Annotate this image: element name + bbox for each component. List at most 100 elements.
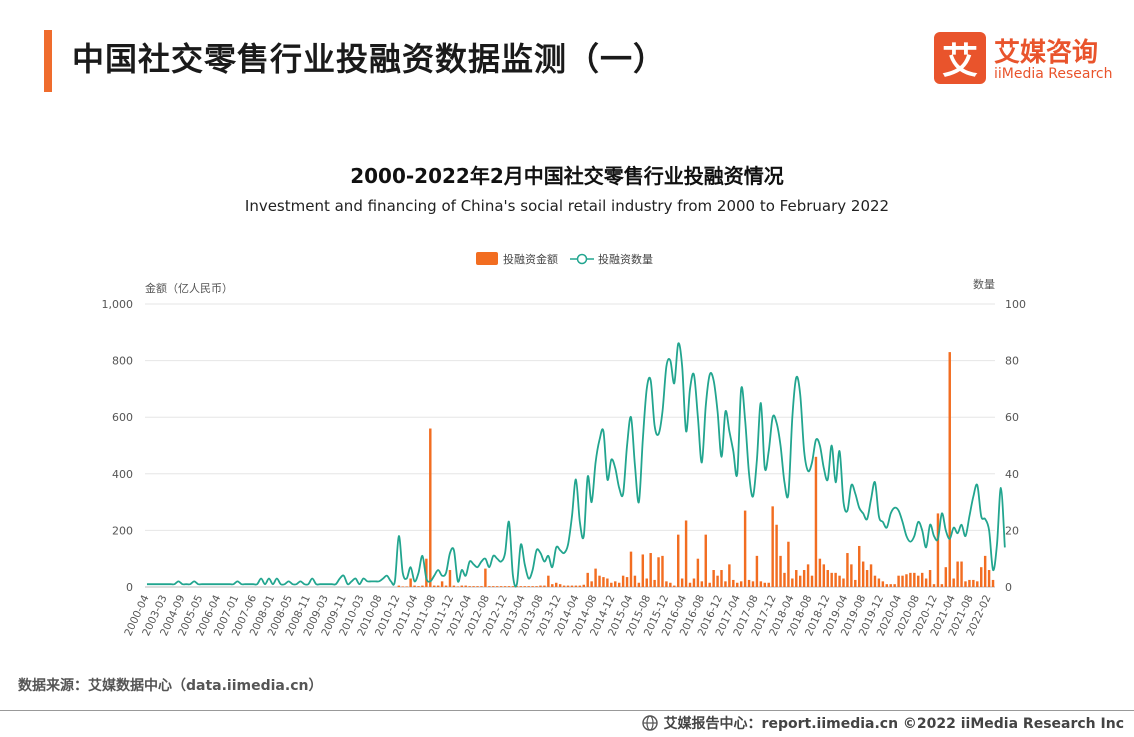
bar bbox=[798, 575, 802, 587]
bar bbox=[425, 558, 428, 587]
bar bbox=[936, 513, 940, 587]
bar bbox=[987, 570, 991, 587]
bar bbox=[858, 545, 861, 587]
bar bbox=[692, 578, 696, 587]
bar bbox=[555, 582, 558, 587]
bar bbox=[511, 586, 515, 587]
bar bbox=[739, 581, 743, 587]
bar bbox=[507, 586, 511, 587]
chart-subtitle: Investment and financing of China's soci… bbox=[244, 197, 890, 215]
bar bbox=[736, 582, 739, 587]
bar bbox=[854, 579, 857, 587]
bar bbox=[850, 564, 853, 587]
bar bbox=[440, 581, 444, 587]
bar bbox=[539, 585, 542, 587]
bar bbox=[700, 581, 704, 587]
bar bbox=[956, 561, 959, 587]
iimedia-logo: 艾 艾媒咨询 iiMedia Research bbox=[934, 32, 1124, 86]
bar bbox=[846, 553, 849, 587]
bar bbox=[983, 555, 987, 587]
bar bbox=[964, 581, 967, 587]
bar bbox=[673, 585, 676, 587]
globe-icon bbox=[641, 715, 658, 731]
right-tick-label: 100 bbox=[1005, 298, 1026, 311]
bar bbox=[743, 510, 747, 587]
bar bbox=[909, 572, 912, 587]
bar bbox=[881, 581, 885, 587]
combo-chart: 0 200 400 600 800 1,000 0 20 40 60 80 100 金额（亿人民币） 数量… bbox=[102, 252, 1026, 638]
bar bbox=[617, 582, 621, 587]
bar bbox=[873, 575, 877, 587]
bar bbox=[810, 575, 814, 587]
bar bbox=[397, 585, 401, 587]
bar bbox=[472, 586, 475, 587]
bar bbox=[755, 555, 759, 587]
bar bbox=[523, 586, 526, 587]
bar bbox=[421, 585, 424, 587]
bar bbox=[751, 581, 755, 587]
copyright-text: 艾媒报告中心：report.iimedia.cn ©2022 iiMedia R… bbox=[663, 716, 1124, 732]
bar bbox=[940, 584, 944, 587]
right-tick-label: 60 bbox=[1005, 411, 1019, 424]
bar bbox=[452, 585, 456, 587]
bar bbox=[468, 586, 471, 587]
bar bbox=[917, 575, 920, 587]
bar bbox=[885, 584, 889, 587]
bar bbox=[696, 558, 700, 587]
bar bbox=[503, 586, 507, 587]
bar bbox=[944, 567, 948, 587]
bar bbox=[633, 575, 637, 587]
bar bbox=[621, 575, 625, 587]
bar bbox=[976, 581, 979, 587]
right-tick-label: 0 bbox=[1005, 581, 1012, 594]
right-tick-label: 40 bbox=[1005, 468, 1019, 481]
bar bbox=[732, 579, 735, 587]
logo-cn-text: 艾媒咨询 bbox=[994, 38, 1099, 68]
bar bbox=[582, 584, 585, 587]
bar bbox=[932, 584, 936, 587]
bar bbox=[960, 561, 963, 587]
bar bbox=[889, 584, 892, 587]
bar bbox=[869, 564, 873, 587]
bar bbox=[637, 582, 641, 587]
bar bbox=[405, 586, 408, 587]
bar bbox=[574, 585, 578, 587]
bar bbox=[830, 572, 833, 587]
legend-label-amount: 投融资金额 bbox=[503, 252, 558, 266]
bar bbox=[920, 572, 924, 587]
bar bbox=[586, 572, 589, 587]
bar bbox=[429, 428, 432, 587]
bar bbox=[566, 585, 570, 587]
bar bbox=[413, 585, 416, 587]
bar bbox=[661, 555, 664, 587]
bar bbox=[724, 581, 727, 587]
bar bbox=[610, 582, 613, 587]
bar bbox=[448, 570, 452, 587]
bar bbox=[901, 575, 904, 587]
bar bbox=[680, 578, 684, 587]
bar bbox=[818, 558, 822, 587]
footer: 艾媒报告中心：report.iimedia.cn ©2022 iiMedia R… bbox=[641, 713, 1124, 733]
bar bbox=[806, 564, 810, 587]
bar bbox=[865, 570, 869, 587]
bar bbox=[877, 578, 881, 587]
legend-swatch-amount bbox=[476, 252, 498, 265]
bar bbox=[763, 582, 767, 587]
bar bbox=[547, 575, 550, 587]
bar bbox=[484, 568, 487, 587]
bar bbox=[787, 541, 790, 587]
bar bbox=[570, 585, 574, 587]
bar bbox=[417, 586, 420, 587]
logo-en-text: iiMedia Research bbox=[994, 66, 1113, 82]
bar bbox=[594, 568, 597, 587]
bar bbox=[712, 570, 715, 587]
right-tick-label: 20 bbox=[1005, 524, 1019, 537]
bar bbox=[558, 584, 562, 587]
data-source: 数据来源：艾媒数据中心（data.iimedia.cn） bbox=[18, 678, 323, 694]
bar bbox=[972, 579, 975, 587]
bar bbox=[893, 584, 896, 587]
bar bbox=[480, 586, 483, 587]
bar bbox=[747, 579, 751, 587]
bar bbox=[488, 586, 491, 587]
bar bbox=[928, 570, 932, 587]
